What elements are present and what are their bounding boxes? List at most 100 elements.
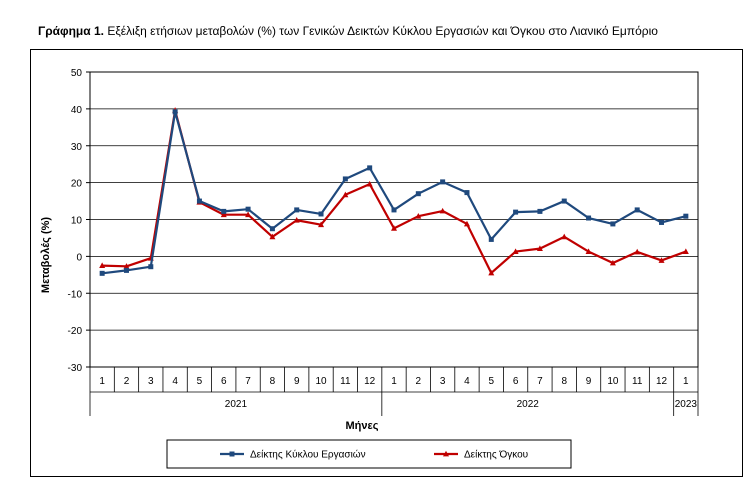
data-point xyxy=(488,236,494,242)
data-point xyxy=(512,248,519,254)
x-tick-label: 5 xyxy=(488,376,494,387)
data-point xyxy=(440,179,446,185)
data-point xyxy=(342,176,348,182)
data-point xyxy=(99,270,105,276)
data-point xyxy=(513,209,519,215)
data-point xyxy=(293,217,300,223)
y-tick-label: 0 xyxy=(76,252,82,263)
legend: Δείκτης Κύκλου Εργασιών Δείκτης Όγκου xyxy=(166,439,572,469)
year-label: 2021 xyxy=(225,399,248,410)
legend-label: Δείκτης Κύκλου Εργασιών xyxy=(250,449,366,461)
x-tick-label: 3 xyxy=(440,376,446,387)
data-point xyxy=(586,215,592,221)
year-label: 2023 xyxy=(675,399,698,410)
x-tick-label: 12 xyxy=(364,376,376,387)
x-tick-label: 8 xyxy=(561,376,567,387)
legend-box xyxy=(166,439,572,469)
x-tick-label: 1 xyxy=(99,376,105,387)
data-point xyxy=(294,207,300,213)
data-point xyxy=(658,257,665,263)
data-point xyxy=(634,248,641,255)
data-point xyxy=(488,269,495,276)
y-tick-label: 50 xyxy=(71,68,83,79)
x-tick-label: 3 xyxy=(148,376,154,387)
legend-marker xyxy=(443,450,449,457)
x-tick-label: 6 xyxy=(221,376,227,387)
data-point xyxy=(196,198,202,204)
data-point xyxy=(269,233,276,240)
x-tick-label: 12 xyxy=(656,376,668,387)
data-point xyxy=(391,225,397,231)
x-tick-label: 5 xyxy=(197,376,203,387)
series-line xyxy=(102,109,687,275)
x-tick-label: 11 xyxy=(632,376,643,387)
data-point xyxy=(683,213,689,219)
y-tick-labels: -30 -20 -10 0 10 20 30 40 50 xyxy=(68,68,83,374)
data-point xyxy=(318,221,325,228)
data-point xyxy=(610,221,616,227)
series-line xyxy=(102,110,687,275)
y-tick-label: 30 xyxy=(71,142,83,153)
chart-title-text: Εξέλιξη ετήσιων μεταβολών (%) των Γενικώ… xyxy=(107,24,658,38)
data-point xyxy=(245,211,252,218)
plot-area xyxy=(89,71,699,368)
legend-marker xyxy=(229,451,235,457)
data-point xyxy=(172,109,178,115)
x-tick-label: 7 xyxy=(245,376,251,387)
data-point xyxy=(366,180,373,187)
x-tick-label: 2 xyxy=(124,376,130,387)
chart-title: Γράφημα 1. Εξέλιξη ετήσιων μεταβολών (%)… xyxy=(38,24,658,38)
year-label: 2022 xyxy=(517,399,540,410)
x-tick-label: 1 xyxy=(683,376,689,387)
data-point xyxy=(659,219,665,225)
y-tick-label: 20 xyxy=(71,179,83,190)
data-point xyxy=(682,248,689,254)
y-tick-label: -10 xyxy=(68,289,83,300)
data-point xyxy=(415,191,421,197)
data-point xyxy=(439,207,446,214)
data-point xyxy=(269,226,275,232)
x-tick-label: 8 xyxy=(270,376,276,387)
data-point xyxy=(561,233,568,240)
y-axis-label: Μεταβολές (%) xyxy=(40,217,52,293)
data-point xyxy=(585,248,592,254)
data-point xyxy=(561,198,567,204)
data-point xyxy=(415,212,422,219)
y-tick-label: -20 xyxy=(68,326,83,337)
data-point xyxy=(463,220,470,227)
gridlines xyxy=(86,71,699,368)
legend-label: Δείκτης Όγκου xyxy=(464,449,528,461)
data-point xyxy=(367,165,373,171)
data-point xyxy=(537,208,543,214)
y-tick-label: 10 xyxy=(71,216,83,227)
chart-frame: -30 -20 -10 0 10 20 30 40 50 1 2 3 4 5 6 7 8 9 10 11 12 1 2 3 4… xyxy=(30,49,743,477)
x-tick-label: 9 xyxy=(294,376,300,387)
x-tick-label: 7 xyxy=(537,376,543,387)
data-point xyxy=(318,211,324,217)
x-tick-label: 6 xyxy=(513,376,519,387)
x-tick-label: 4 xyxy=(172,376,178,387)
data-point xyxy=(609,259,616,266)
data-point xyxy=(391,207,397,213)
data-point xyxy=(536,245,543,252)
data-point xyxy=(634,207,640,213)
data-point xyxy=(148,264,154,270)
y-tick-label: 40 xyxy=(71,105,83,116)
y-tick-label: -30 xyxy=(68,363,83,374)
data-point xyxy=(464,190,470,196)
chart-title-prefix: Γράφημα 1. xyxy=(38,24,104,38)
series-lines xyxy=(99,107,689,276)
x-tick-label: 1 xyxy=(391,376,397,387)
data-point xyxy=(245,206,251,212)
data-point xyxy=(99,262,106,268)
data-point xyxy=(342,191,349,198)
x-tick-label: 11 xyxy=(340,376,351,387)
data-point xyxy=(220,211,227,218)
x-tick-label: 10 xyxy=(607,376,619,387)
x-tick-label: 4 xyxy=(464,376,470,387)
x-tick-label: 2 xyxy=(416,376,422,387)
data-point xyxy=(221,208,227,214)
data-point xyxy=(123,267,129,273)
